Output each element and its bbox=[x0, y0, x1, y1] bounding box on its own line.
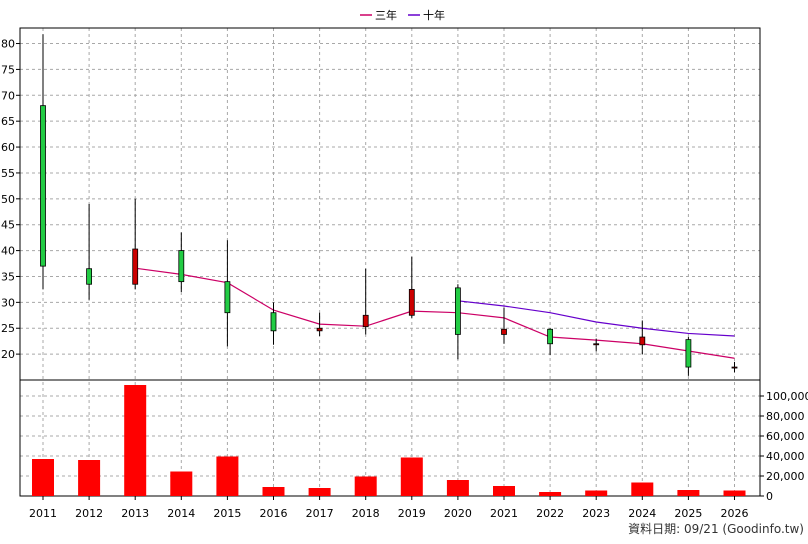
price-tick-label: 50 bbox=[1, 193, 15, 206]
x-tick-label: 2014 bbox=[167, 507, 195, 520]
price-tick-label: 20 bbox=[1, 348, 15, 361]
x-tick-label: 2023 bbox=[582, 507, 610, 520]
volume-bar bbox=[400, 457, 423, 496]
volume-bar bbox=[446, 480, 469, 496]
candle-body bbox=[270, 312, 277, 332]
price-tick-label: 30 bbox=[1, 296, 15, 309]
candle-body bbox=[362, 314, 369, 328]
volume-tick-label: 20,000 bbox=[766, 470, 805, 483]
candle-body bbox=[547, 328, 553, 345]
price-tick-label: 65 bbox=[1, 115, 15, 128]
x-tick-label: 2013 bbox=[121, 507, 149, 520]
candle-body bbox=[593, 343, 600, 346]
price-tick-label: 75 bbox=[1, 63, 15, 76]
price-tick-label: 70 bbox=[1, 89, 15, 102]
price-tick-label: 55 bbox=[1, 167, 15, 180]
x-tick-label: 2017 bbox=[306, 507, 334, 520]
footer-source: 資料日期: 09/21 (Goodinfo.tw) bbox=[628, 522, 804, 536]
volume-panel: 0 20,000 40,000 60,000 80,000 100,000 bbox=[19, 379, 808, 503]
x-tick-label: 2018 bbox=[352, 507, 380, 520]
legend: 三年 十年 bbox=[360, 8, 445, 22]
volume-bar bbox=[631, 482, 654, 496]
price-panel: 20 25 30 35 40 45 50 55 60 65 70 75 80 bbox=[1, 27, 761, 496]
ma-3yr-line bbox=[135, 267, 735, 359]
candle-body bbox=[731, 366, 738, 369]
x-tick-label: 2021 bbox=[490, 507, 518, 520]
candle-body bbox=[639, 336, 646, 346]
candle-body bbox=[316, 327, 323, 332]
x-tick-label: 2012 bbox=[75, 507, 103, 520]
x-tick-label: 2015 bbox=[213, 507, 241, 520]
legend-label-10yr: 十年 bbox=[423, 8, 445, 22]
volume-bar bbox=[723, 490, 746, 496]
volume-bar bbox=[32, 459, 54, 496]
volume-tick-label: 60,000 bbox=[766, 430, 805, 443]
volume-bar bbox=[308, 488, 331, 496]
volume-bar bbox=[493, 486, 515, 496]
volume-bar bbox=[124, 385, 147, 496]
candle-body bbox=[86, 268, 92, 285]
ma-10yr-line bbox=[457, 300, 735, 337]
x-tick-label: 2011 bbox=[29, 507, 57, 520]
volume-bar bbox=[78, 460, 101, 496]
volume-bar bbox=[677, 490, 700, 496]
volume-tick-label: 100,000 bbox=[766, 390, 808, 403]
legend-label-3yr: 三年 bbox=[375, 8, 397, 22]
price-frame bbox=[19, 27, 761, 381]
candle-body bbox=[501, 328, 507, 335]
volume-bar bbox=[585, 490, 608, 496]
candle-body bbox=[685, 339, 692, 368]
volume-bar bbox=[354, 476, 377, 496]
x-tick-label: 2024 bbox=[628, 507, 656, 520]
price-tick-label: 60 bbox=[1, 141, 15, 154]
volume-tick-label: 40,000 bbox=[766, 450, 805, 463]
candle-body bbox=[132, 248, 139, 285]
price-tick-label: 40 bbox=[1, 245, 15, 258]
volume-tick-label: 0 bbox=[766, 490, 773, 503]
volume-bar bbox=[216, 456, 239, 496]
x-tick-label: 2026 bbox=[721, 507, 749, 520]
x-tick-label: 2016 bbox=[260, 507, 288, 520]
x-tick-label: 2020 bbox=[444, 507, 472, 520]
price-tick-label: 45 bbox=[1, 219, 15, 232]
price-tick-label: 80 bbox=[1, 38, 15, 51]
volume-bar bbox=[262, 487, 285, 496]
volume-bar bbox=[170, 471, 193, 496]
volume-frame bbox=[19, 379, 761, 497]
candle-body bbox=[224, 281, 231, 314]
x-tick-label: 2025 bbox=[674, 507, 702, 520]
candle-body bbox=[40, 105, 46, 267]
candle-body bbox=[178, 250, 185, 283]
x-tick-label: 2019 bbox=[398, 507, 426, 520]
price-tick-label: 25 bbox=[1, 322, 15, 335]
candle-body bbox=[408, 289, 415, 316]
candle-body bbox=[454, 287, 461, 335]
volume-tick-label: 80,000 bbox=[766, 410, 805, 423]
volume-bar bbox=[539, 492, 562, 496]
price-tick-label: 35 bbox=[1, 270, 15, 283]
x-tick-label: 2022 bbox=[536, 507, 564, 520]
x-axis: 2011 2012 2013 2014 2015 2016 2017 2018 2019 2020… bbox=[29, 496, 749, 520]
